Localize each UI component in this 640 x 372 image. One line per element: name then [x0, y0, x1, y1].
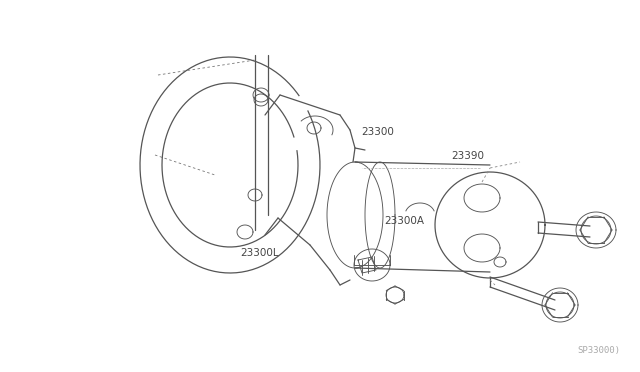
- Text: 23300A: 23300A: [384, 217, 424, 226]
- Text: SP33000): SP33000): [577, 346, 620, 355]
- Text: 23390: 23390: [451, 151, 484, 161]
- Text: 23300L: 23300L: [240, 248, 278, 258]
- Text: 23300: 23300: [362, 127, 394, 137]
